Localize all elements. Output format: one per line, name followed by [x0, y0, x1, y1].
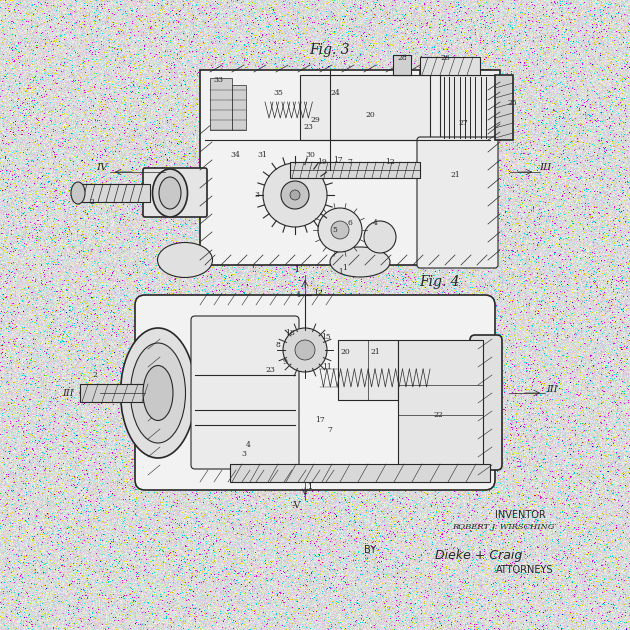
Text: 15: 15	[321, 333, 331, 341]
Text: 2: 2	[93, 371, 98, 379]
Text: BY: BY	[364, 545, 376, 555]
Circle shape	[263, 163, 327, 227]
Text: ATTORNEYS: ATTORNEYS	[496, 565, 554, 575]
FancyBboxPatch shape	[143, 168, 207, 217]
Text: 7: 7	[348, 158, 352, 166]
Ellipse shape	[120, 328, 195, 458]
Ellipse shape	[130, 343, 185, 443]
Text: 20: 20	[340, 348, 350, 356]
Circle shape	[283, 328, 327, 372]
Bar	[398, 340, 483, 465]
Text: 9: 9	[283, 358, 287, 366]
Text: 3: 3	[255, 191, 260, 199]
Text: 2: 2	[89, 198, 94, 206]
Text: 25: 25	[507, 99, 517, 107]
Text: 28: 28	[397, 54, 407, 62]
FancyBboxPatch shape	[470, 335, 502, 470]
Text: IV: IV	[96, 163, 108, 171]
Text: 21: 21	[450, 171, 460, 179]
Text: III: III	[62, 389, 74, 398]
Circle shape	[331, 221, 349, 239]
Text: 17: 17	[315, 416, 325, 424]
Text: 34: 34	[230, 151, 240, 159]
Text: 23: 23	[265, 366, 275, 374]
Text: 24: 24	[330, 89, 340, 97]
Text: INVENTOR: INVENTOR	[495, 510, 546, 520]
Bar	[232, 85, 246, 130]
Bar	[338, 340, 398, 400]
Text: 4: 4	[295, 291, 301, 299]
Text: 18: 18	[285, 329, 295, 337]
Text: ROBERT J. WIRSCHING: ROBERT J. WIRSCHING	[452, 523, 554, 531]
Bar	[80, 384, 160, 402]
Text: 1: 1	[343, 264, 347, 272]
Ellipse shape	[143, 365, 173, 420]
Circle shape	[295, 340, 315, 360]
Bar	[420, 57, 480, 75]
Text: Dieke + Craig: Dieke + Craig	[435, 549, 522, 561]
Bar	[200, 70, 490, 265]
Bar	[80, 184, 150, 202]
Text: 19: 19	[317, 158, 327, 166]
Text: 26: 26	[440, 54, 450, 62]
Text: 12: 12	[385, 158, 395, 166]
Ellipse shape	[330, 247, 390, 277]
Text: Fig. 3: Fig. 3	[310, 43, 350, 57]
Bar	[290, 162, 420, 178]
Bar	[420, 70, 500, 140]
Bar	[230, 464, 490, 482]
Bar	[495, 75, 513, 140]
FancyBboxPatch shape	[417, 137, 498, 268]
Text: 3: 3	[241, 450, 246, 458]
Text: Fig. 4: Fig. 4	[420, 275, 461, 289]
Ellipse shape	[152, 169, 188, 217]
Text: 1: 1	[307, 483, 312, 491]
FancyBboxPatch shape	[135, 295, 495, 490]
Text: 1: 1	[307, 483, 312, 491]
Text: 1: 1	[338, 268, 342, 276]
Text: 4: 4	[372, 219, 377, 227]
Ellipse shape	[71, 182, 85, 204]
Bar	[393, 55, 411, 75]
Text: 31: 31	[257, 151, 267, 159]
Text: 20: 20	[365, 111, 375, 119]
Text: 22: 22	[433, 411, 443, 419]
Text: 35: 35	[273, 89, 283, 97]
Text: 7: 7	[328, 426, 333, 434]
Text: 21: 21	[370, 348, 380, 356]
Text: 12: 12	[313, 289, 323, 297]
Ellipse shape	[158, 243, 212, 277]
Circle shape	[318, 208, 362, 252]
Text: III: III	[546, 386, 558, 394]
Bar	[440, 75, 495, 140]
Text: 23: 23	[303, 123, 313, 131]
Text: 11: 11	[322, 363, 332, 371]
Text: 4: 4	[246, 441, 251, 449]
Text: 6: 6	[348, 219, 352, 227]
Text: 17: 17	[333, 156, 343, 164]
Text: 30: 30	[305, 151, 315, 159]
Bar	[210, 78, 232, 130]
Text: 27: 27	[458, 119, 468, 127]
Ellipse shape	[159, 177, 181, 209]
FancyBboxPatch shape	[191, 316, 299, 469]
Text: 5: 5	[333, 226, 338, 234]
Circle shape	[364, 221, 396, 253]
Text: -V: -V	[291, 500, 301, 510]
Circle shape	[290, 190, 300, 200]
Text: -I: -I	[292, 265, 300, 275]
Circle shape	[281, 181, 309, 209]
Text: 33: 33	[213, 76, 223, 84]
Text: 8: 8	[275, 341, 280, 349]
Bar	[300, 75, 430, 140]
Text: 29: 29	[310, 116, 320, 124]
Text: III: III	[539, 163, 551, 171]
